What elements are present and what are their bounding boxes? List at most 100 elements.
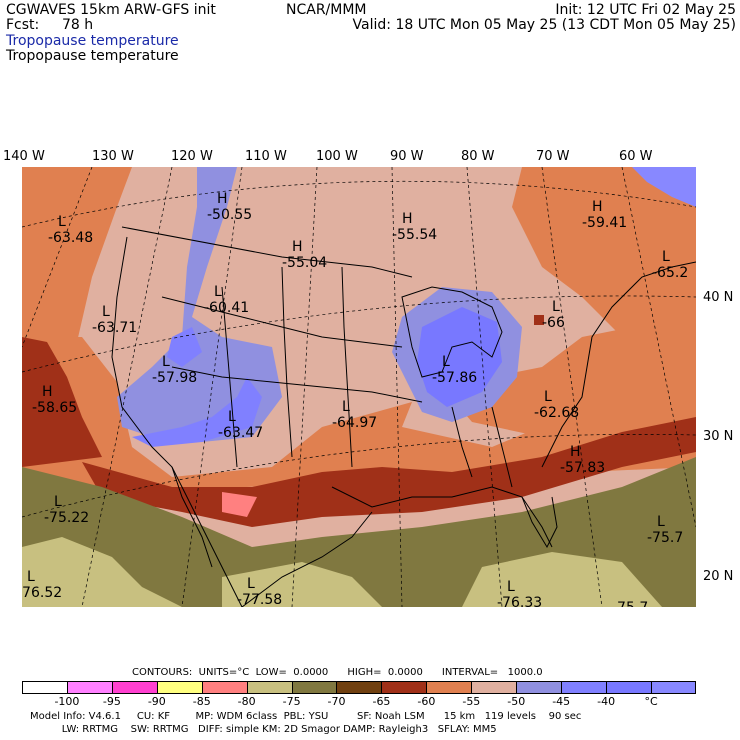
lon-label: 90 W (390, 149, 424, 164)
contours-info: CONTOURS: UNITS=°C LOW= 0.0000 HIGH= 0.0… (132, 667, 543, 678)
low-center-letter: L (662, 249, 670, 265)
colorbar-swatch (201, 681, 247, 694)
model-info-line2: LW: RRTMG SW: RRTMG DIFF: simple KM: 2D … (30, 724, 497, 735)
field-band-45-lakes (417, 307, 502, 407)
colorbar-swatch (246, 681, 292, 694)
colorbar-tick-label: -45 (552, 695, 571, 708)
center-value-label: -57.86 (432, 370, 477, 386)
field-title: Tropopause temperature (6, 48, 179, 64)
colorbar-tick-label: -100 (54, 695, 80, 708)
colorbar-tick-label: -65 (372, 695, 391, 708)
low-center-letter: L (552, 299, 560, 315)
colorbar-swatch (22, 681, 67, 694)
center-value-label: -57.83 (560, 460, 605, 476)
low-center-letter: L (58, 214, 66, 230)
field-band-75 (22, 537, 182, 607)
low-center-letter: L (247, 576, 255, 592)
lon-label: 110 W (245, 149, 287, 164)
header-fcst-label: Fcst: (6, 17, 40, 33)
lon-label: 130 W (92, 149, 134, 164)
colorbar-swatch (561, 681, 606, 694)
lon-label: 140 W (3, 149, 45, 164)
center-value-label: -76.52 (22, 585, 62, 601)
colorbar-tick-label: -85 (192, 695, 211, 708)
field-band-80 (222, 492, 257, 517)
center-value-label: -76.33 (497, 595, 542, 607)
field-band-50-west (117, 167, 282, 442)
field-band-60-south (22, 337, 696, 497)
center-value-label: -75.22 (44, 510, 89, 526)
field-band-60-southeast (442, 327, 696, 437)
high-center-letter: H (42, 384, 53, 400)
colorbar-swatch (426, 681, 472, 694)
header-fcst-value: 78 h (62, 17, 94, 33)
model-info-line1: Model Info: V4.6.1 CU: KF MP: WDM 6class… (30, 711, 582, 722)
low-center-letter: L (342, 399, 350, 415)
center-value-label: -77.58 (237, 592, 282, 607)
center-value-label: -60.41 (204, 300, 249, 316)
low-center-letter: L (162, 354, 170, 370)
colorbar-swatch (381, 681, 427, 694)
field-spot (534, 315, 544, 325)
low-center-letter: L (228, 409, 236, 425)
center-value-label: -50.55 (207, 207, 252, 223)
header-center: NCAR/MMM (286, 2, 367, 18)
center-value-label: -55.54 (392, 227, 437, 243)
colorbar-tick-label: -90 (147, 695, 166, 708)
colorbar-swatch (650, 681, 696, 694)
colorbar-tick-label: °C (644, 695, 658, 708)
field-band-75-3 (462, 552, 662, 607)
center-value-label: -62.68 (534, 405, 579, 421)
colorbar (22, 681, 696, 694)
low-center-letter: L (657, 514, 665, 530)
high-center-letter: H (217, 191, 228, 207)
field-band-60-west (22, 167, 132, 367)
colorbar-tick-label: -55 (462, 695, 481, 708)
field-band-60-northeast (512, 167, 696, 367)
lat-label: 30 N (703, 429, 734, 444)
low-center-letter: L (507, 579, 515, 595)
field-band-45-west (132, 377, 262, 447)
lon-label: 120 W (171, 149, 213, 164)
center-value-label: -55.04 (282, 255, 327, 271)
lat-label: 40 N (703, 290, 734, 305)
low-center-letter: L (442, 354, 450, 370)
header-model: CGWAVES 15km ARW-GFS init (6, 2, 216, 18)
center-value-label: -75.7 (612, 600, 648, 607)
low-center-letter: L (102, 304, 110, 320)
center-value-label: -57.98 (152, 370, 197, 386)
center-value-label: -59.41 (582, 215, 627, 231)
colorbar-tick-label: -40 (597, 695, 616, 708)
colorbar-swatch (291, 681, 337, 694)
colorbar-swatch (336, 681, 382, 694)
center-value-label: -66 (542, 315, 565, 331)
colorbar-tick-label: -80 (237, 695, 256, 708)
high-center-letter: H (402, 211, 413, 227)
lon-label: 80 W (461, 149, 495, 164)
colorbar-tick-label: -60 (417, 695, 436, 708)
lon-label: 70 W (536, 149, 570, 164)
low-center-letter: L (214, 284, 222, 300)
center-value-label: -65.2 (652, 265, 688, 281)
high-center-letter: H (292, 239, 303, 255)
center-value-label: -58.65 (32, 400, 77, 416)
colorbar-tick-label: -50 (507, 695, 526, 708)
lon-label: 60 W (619, 149, 653, 164)
high-center-letter: H (570, 444, 581, 460)
lat-label: 20 N (703, 569, 734, 584)
field-band-45-west-2 (167, 327, 202, 367)
field-band-45-ne (632, 167, 696, 207)
colorbar-tick-label: -95 (102, 695, 121, 708)
center-value-label: -75.7 (647, 530, 683, 546)
high-center-letter: H (592, 199, 603, 215)
colorbar-swatch (111, 681, 157, 694)
center-value-label: -63.71 (92, 320, 137, 336)
field-band-65 (22, 337, 102, 467)
center-value-label: -63.47 (218, 425, 263, 441)
field-title-blue: Tropopause temperature (6, 33, 179, 49)
colorbar-swatch (605, 681, 651, 694)
colorbar-swatch (516, 681, 562, 694)
low-center-letter: L (54, 494, 62, 510)
low-center-letter: L (544, 389, 552, 405)
low-center-letter: L (27, 569, 35, 585)
